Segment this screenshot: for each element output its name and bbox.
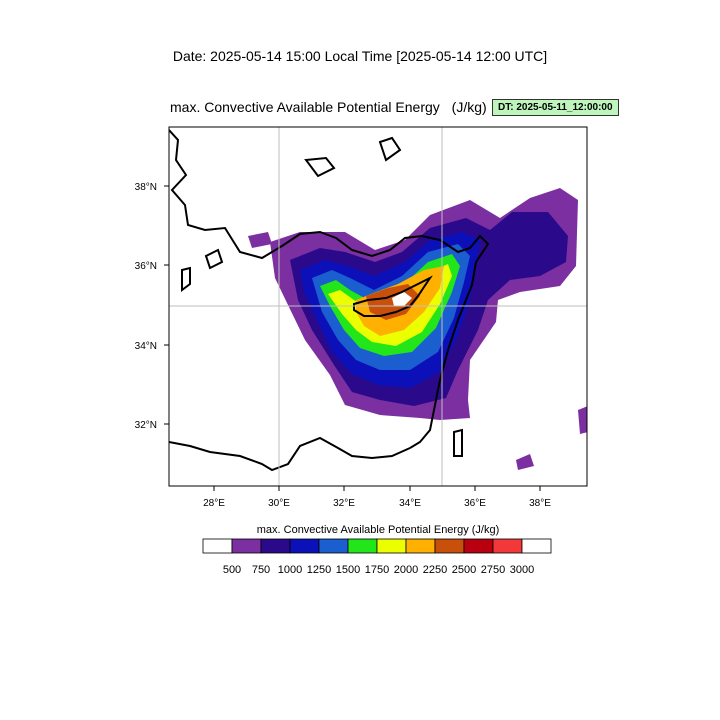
cape-low-hole bbox=[392, 292, 412, 306]
colorbar-level-label: 1500 bbox=[335, 564, 361, 576]
small-lake bbox=[453, 428, 463, 457]
colorbar-swatch bbox=[289, 538, 320, 554]
colorbar-level-label: 3000 bbox=[509, 564, 535, 576]
y-tick-label: 38°N bbox=[135, 182, 157, 193]
colorbar-swatch bbox=[521, 538, 552, 554]
colorbar-swatch bbox=[376, 538, 407, 554]
colorbar-swatch bbox=[463, 538, 494, 554]
y-tick-label: 36°N bbox=[135, 261, 157, 272]
colorbar-level-label: 2500 bbox=[451, 564, 477, 576]
map-frame bbox=[168, 126, 588, 487]
map-field bbox=[248, 188, 587, 470]
colorbar-swatch bbox=[347, 538, 378, 554]
colorbar-swatch bbox=[492, 538, 523, 554]
colorbar-level-label: 1250 bbox=[306, 564, 332, 576]
y-tick-label: 34°N bbox=[135, 341, 157, 352]
colorbar-swatch bbox=[405, 538, 436, 554]
colorbar-level-label: 2750 bbox=[480, 564, 506, 576]
colorbar-level-label: 750 bbox=[251, 564, 271, 576]
levant-coast bbox=[409, 261, 477, 449]
colorbar-level-label: 1000 bbox=[277, 564, 303, 576]
colorbar-swatch bbox=[434, 538, 465, 554]
island-north bbox=[304, 156, 336, 178]
coastlines bbox=[169, 129, 490, 472]
crete-like-island bbox=[181, 266, 191, 292]
cape-east-patch bbox=[578, 406, 587, 434]
x-tick-label: 32°E bbox=[333, 498, 355, 509]
africa-coast bbox=[169, 436, 411, 472]
x-tick-label: 34°E bbox=[399, 498, 421, 509]
tick-labels: 28°E 30°E 32°E 34°E 36°E 38°E 32°N 34°N … bbox=[135, 182, 552, 509]
x-tick-label: 38°E bbox=[529, 498, 551, 509]
x-tick-label: 30°E bbox=[268, 498, 290, 509]
date-line: Date: 2025-05-14 15:00 Local Time [2025-… bbox=[172, 48, 548, 64]
plot-title-units: (J/kg) bbox=[451, 99, 487, 115]
plot-title: max. Convective Available Potential Ener… bbox=[170, 99, 487, 115]
cyprus-coast bbox=[353, 275, 433, 317]
island-ne bbox=[378, 136, 402, 162]
plot-title-text: max. Convective Available Potential Ener… bbox=[170, 99, 440, 115]
tick-marks bbox=[164, 185, 541, 491]
colorbar-swatch bbox=[231, 538, 262, 554]
x-tick-label: 36°E bbox=[464, 498, 486, 509]
colorbar bbox=[202, 538, 552, 554]
island-rhodes bbox=[204, 248, 224, 270]
dt-badge: DT: 2025-05-11_12:00:00 bbox=[492, 99, 619, 116]
colorbar-level-label: 2000 bbox=[393, 564, 419, 576]
cape-aegean-patch bbox=[248, 232, 272, 248]
colorbar-swatch bbox=[260, 538, 291, 554]
colorbar-swatch bbox=[318, 538, 349, 554]
colorbar-level-label: 1750 bbox=[364, 564, 390, 576]
x-tick-label: 28°E bbox=[203, 498, 225, 509]
cape-se-patch bbox=[516, 454, 534, 470]
gridlines bbox=[169, 127, 587, 486]
colorbar-swatch bbox=[202, 538, 233, 554]
turkey-coast bbox=[169, 129, 490, 263]
colorbar-level-label: 500 bbox=[222, 564, 242, 576]
colorbar-title: max. Convective Available Potential Ener… bbox=[256, 524, 500, 536]
y-tick-label: 32°N bbox=[135, 420, 157, 431]
colorbar-level-label: 2250 bbox=[422, 564, 448, 576]
